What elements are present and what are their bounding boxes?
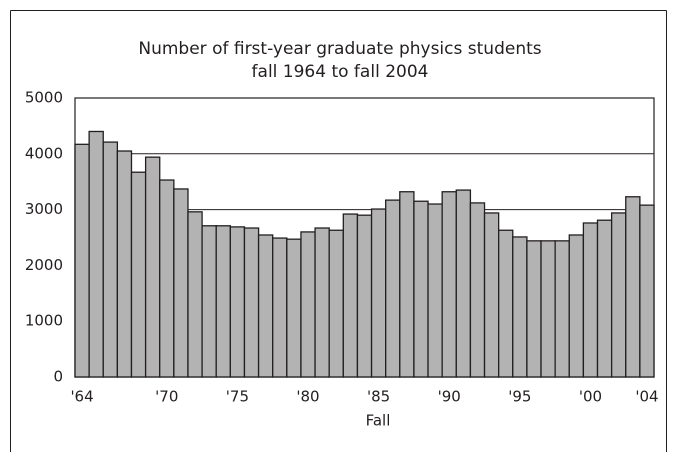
bar xyxy=(498,229,514,378)
x-tick-label: '85 xyxy=(367,388,390,406)
chart-subtitle: fall 1964 to fall 2004 xyxy=(252,62,429,82)
bar xyxy=(272,237,288,378)
x-tick-label: '04 xyxy=(635,388,658,406)
y-tick-label: 1000 xyxy=(25,312,63,330)
bar xyxy=(413,200,429,378)
x-tick-label: '70 xyxy=(155,388,178,406)
chart-title: Number of first-year graduate physics st… xyxy=(138,39,541,59)
bar xyxy=(370,208,387,378)
y-tick-label: 5000 xyxy=(25,89,63,107)
bar xyxy=(540,240,556,378)
x-tick-label: '75 xyxy=(226,388,249,406)
y-tick-label: 3000 xyxy=(25,200,63,218)
bar xyxy=(512,236,528,378)
bar xyxy=(243,227,260,378)
bar xyxy=(554,240,570,378)
bar xyxy=(639,204,655,378)
y-tick-label: 4000 xyxy=(25,144,63,162)
bar xyxy=(356,214,373,378)
bar xyxy=(582,222,599,378)
bar xyxy=(342,213,359,378)
y-tick-label: 0 xyxy=(53,368,63,386)
bar xyxy=(102,141,119,378)
bar xyxy=(596,219,613,378)
bar xyxy=(229,226,246,378)
bar xyxy=(187,211,203,378)
bar xyxy=(526,240,542,378)
x-tick-label: '64 xyxy=(70,388,93,406)
bar xyxy=(625,196,641,378)
bar xyxy=(88,130,104,378)
bar xyxy=(116,150,133,378)
x-tick-label: '80 xyxy=(296,388,319,406)
bar xyxy=(483,212,500,378)
bar xyxy=(385,199,401,378)
bar xyxy=(568,234,585,378)
bar xyxy=(441,191,457,378)
bar xyxy=(610,212,627,378)
y-tick-label: 2000 xyxy=(25,256,63,274)
bar xyxy=(201,225,217,378)
bar xyxy=(144,156,161,378)
bar xyxy=(286,238,302,378)
bar xyxy=(257,234,274,378)
bar xyxy=(469,202,486,378)
bar xyxy=(328,229,344,378)
x-tick-label: '00 xyxy=(579,388,602,406)
bar xyxy=(399,191,415,378)
bar xyxy=(74,143,90,378)
x-tick-label: '90 xyxy=(438,388,461,406)
x-tick-label: '95 xyxy=(508,388,531,406)
bar xyxy=(173,188,189,378)
bar xyxy=(215,225,231,378)
bar xyxy=(300,231,316,378)
bar xyxy=(130,171,147,378)
bar xyxy=(427,203,443,378)
bar xyxy=(455,189,472,378)
bar xyxy=(314,227,330,378)
x-axis-label: Fall xyxy=(366,412,391,430)
bar xyxy=(159,179,175,378)
